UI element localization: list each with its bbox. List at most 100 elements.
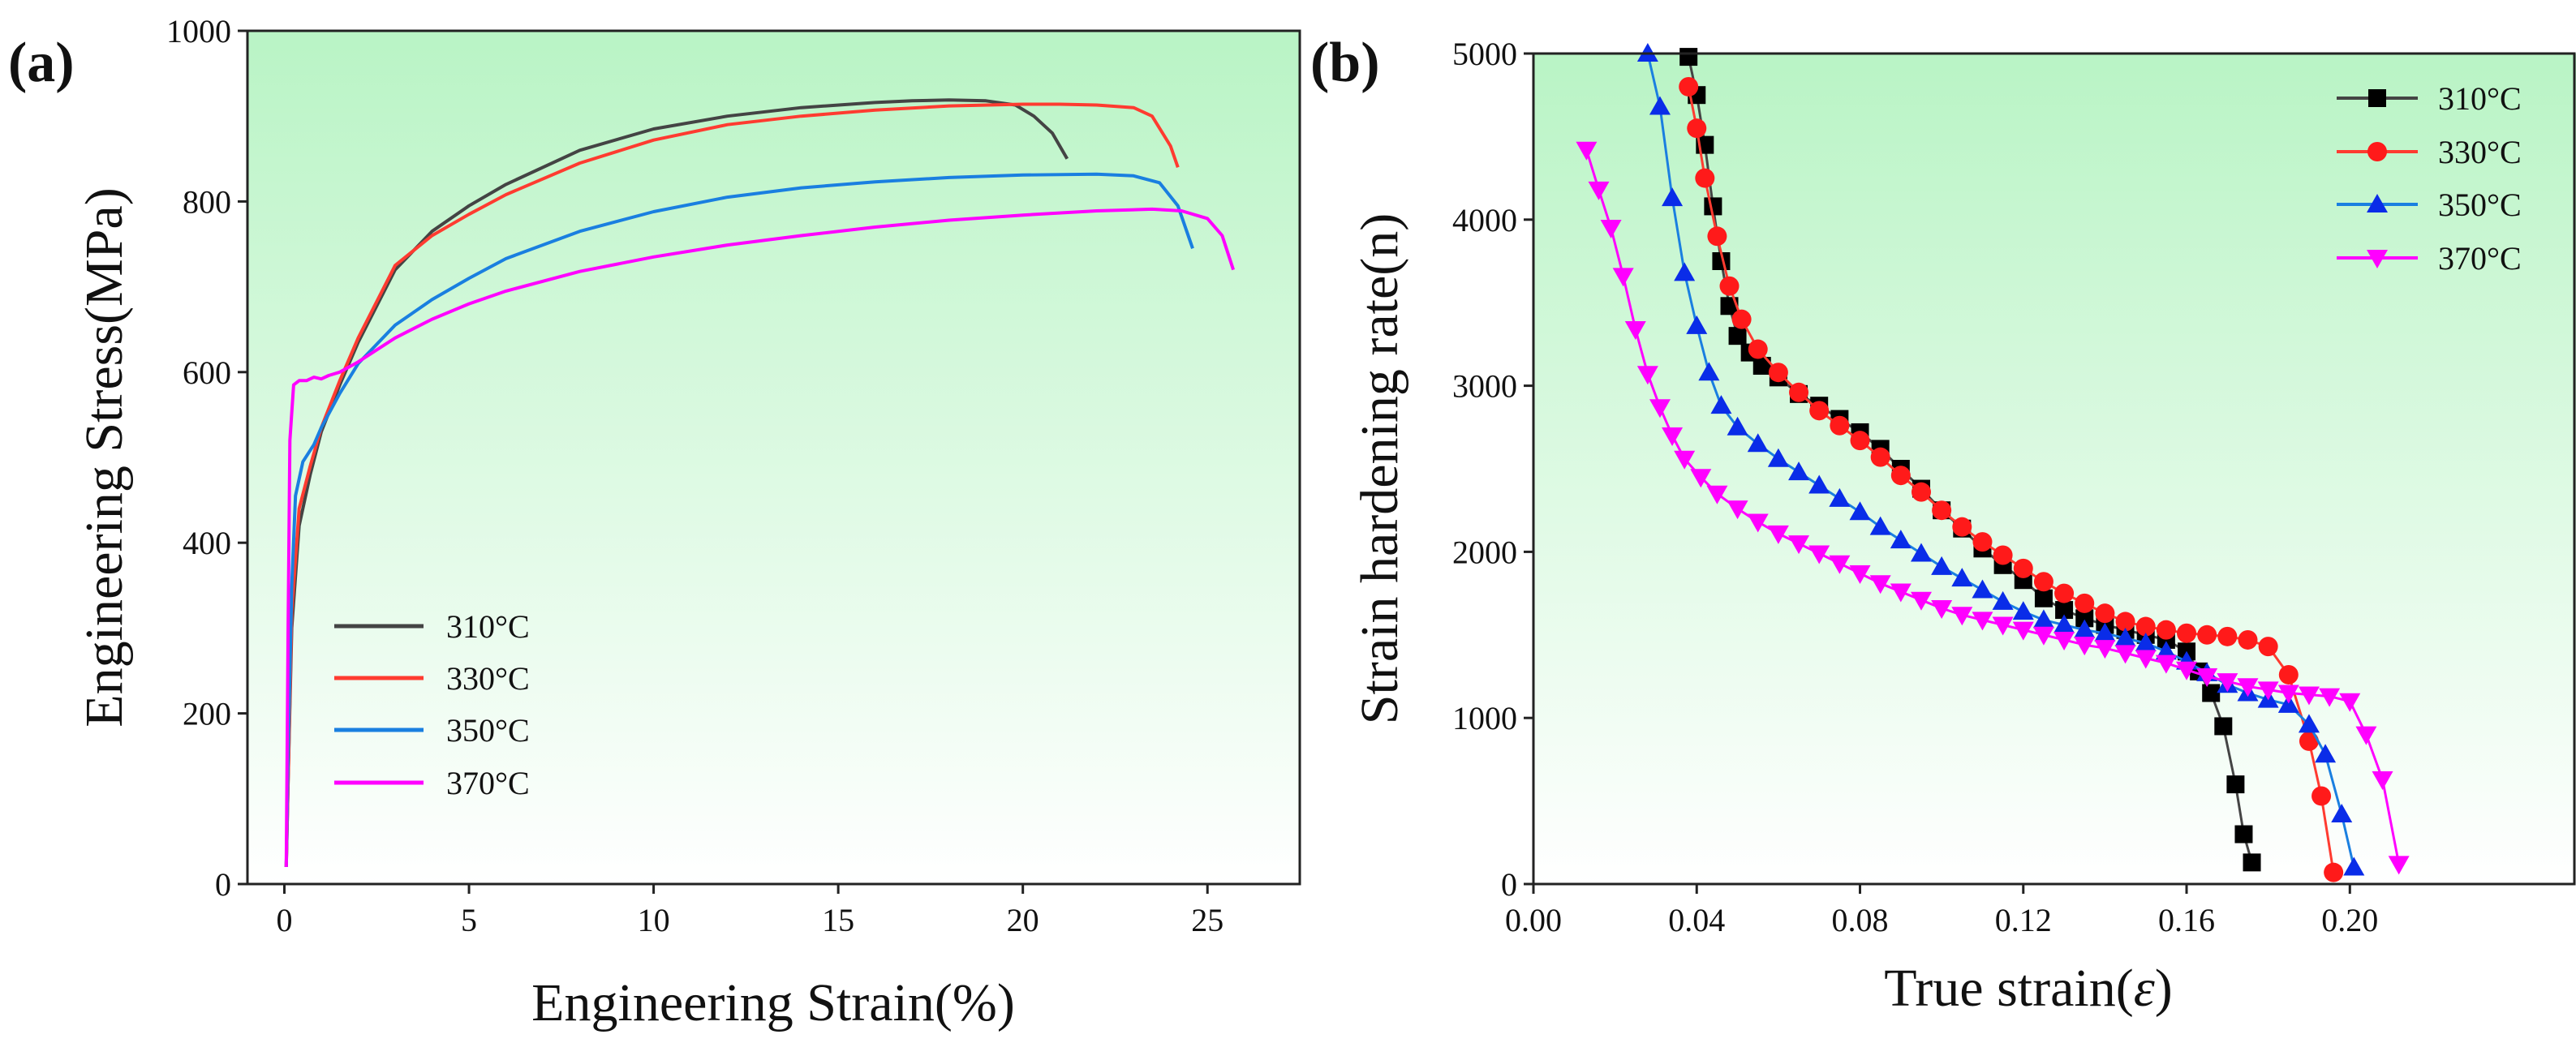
data-point-b-0-35 [2243,853,2261,872]
data-point-b-1-25 [2135,616,2156,637]
data-point-b-3-6 [1649,399,1671,418]
data-point-b-2-10 [1788,461,1810,481]
legend-b-symbol-3 [2367,250,2388,268]
legend-a-item-2: 350°C [334,712,530,749]
panel-a: 0 5 10 15 20 25 0 200 400 600 800 1000 (a) Engineer… [8,13,1301,1032]
data-point-b-2-9 [1767,448,1789,467]
panel-a-ylabel: Engineering Stress(MPa) [75,187,134,727]
data-point-b-3-8 [1674,450,1696,470]
data-point-b-1-16 [1952,517,1972,537]
plot-b-frame [1532,52,2576,886]
data-point-b-3-18 [1869,575,1891,594]
data-point-b-3-40 [2319,688,2341,707]
data-point-b-3-15 [1808,545,1830,564]
data-point-b-2-17 [1931,556,1953,575]
data-point-b-1-22 [2075,593,2095,613]
data-point-b-2-20 [1992,590,2014,610]
legend-b-label-2: 350°C [2438,187,2522,223]
data-point-b-3-25 [2012,621,2034,641]
data-point-b-3-2 [1600,220,1622,239]
data-point-b-1-2 [1695,168,1715,188]
legend-b-item-2: 350°C [2337,187,2522,223]
legend-b: 310°C 330°C 350°C 370°C [2337,80,2522,277]
data-point-b-3-43 [2372,770,2393,790]
data-point-b-1-6 [1748,339,1768,359]
data-point-b-1-8 [1789,382,1809,402]
data-point-b-2-19 [1972,579,1993,599]
data-point-b-1-12 [1870,447,1890,467]
data-point-b-1-19 [2013,558,2033,578]
data-point-b-0-31 [2202,684,2221,702]
x-tick-label-b-0: 0.00 [1505,902,1562,938]
data-point-b-1-24 [2115,612,2135,632]
x-tick-label-a-2: 10 [638,902,670,938]
data-point-b-2-37 [2331,803,2353,822]
x-tick-label-b-3: 0.12 [1995,902,2052,938]
data-point-b-0-8 [1752,357,1771,376]
legend-b-marker-2 [2367,194,2388,212]
data-point-b-1-11 [1850,431,1870,451]
data-point-b-3-44 [2388,856,2410,875]
data-point-b-3-36 [2237,678,2259,697]
panel-a-label: (a) [8,32,75,94]
legend-a-label-2: 350°C [446,712,530,749]
data-point-b-1-1 [1687,118,1707,139]
legend-a-item-3: 370°C [334,765,530,801]
data-point-b-1-15 [1932,500,1952,521]
data-point-b-3-20 [1910,591,1932,611]
data-point-b-2-11 [1808,474,1830,494]
y-tick-label-a-1: 200 [183,696,231,732]
data-point-b-3-31 [2135,650,2157,669]
x-tick-label-a-1: 5 [461,902,477,938]
data-point-b-3-0 [1576,141,1598,161]
y-tick-label-b-5: 5000 [1452,36,1517,72]
data-point-b-3-41 [2339,693,2361,712]
data-point-b-2-26 [2114,627,2136,646]
data-point-b-2-14 [1869,516,1891,535]
data-point-b-1-3 [1707,226,1727,247]
data-point-b-2-3 [1674,262,1696,281]
data-point-b-3-24 [1992,616,2014,636]
data-point-b-3-30 [2114,645,2136,664]
data-point-b-0-34 [2234,825,2253,843]
data-point-b-1-18 [1993,545,2013,565]
data-point-b-0-3 [1704,197,1722,216]
data-point-b-2-36 [2315,744,2337,763]
data-point-b-3-13 [1767,525,1789,544]
data-point-b-3-1 [1588,181,1610,200]
panel-b: 0.00 0.04 0.08 0.12 0.16 0.20 0 1000 2000 3000 400… [1310,32,2576,1018]
y-tick-label-b-4: 4000 [1452,202,1517,238]
data-point-b-1-4 [1719,276,1740,296]
data-point-b-3-23 [1972,612,1993,631]
data-point-b-2-22 [2032,609,2054,629]
data-point-b-3-4 [1624,320,1646,340]
data-point-b-3-16 [1829,555,1851,574]
data-point-b-3-17 [1849,565,1871,585]
data-point-b-2-16 [1910,543,1932,562]
plot-a-frame [246,29,1301,886]
legend-a: 310°C 330°C 350°C 370°C [334,608,530,801]
data-point-b-2-7 [1727,416,1748,436]
y-tick-label-a-4: 800 [183,183,231,220]
legend-b-item-1: 330°C [2337,134,2522,170]
legend-a-label-3: 370°C [446,765,530,801]
y-tick-label-b-3: 3000 [1452,368,1517,405]
data-point-b-3-9 [1690,469,1712,488]
data-point-b-2-6 [1710,395,1732,414]
data-point-b-2-25 [2094,622,2116,642]
data-point-b-3-26 [2032,626,2054,646]
legend-b-symbol-2 [2367,194,2388,212]
y-tick-label-b-0: 0 [1501,866,1517,903]
ticks-a: 0 5 10 15 20 25 0 200 400 600 800 1000 [166,13,1223,938]
data-point-b-0-32 [2214,717,2233,736]
data-point-b-1-17 [1972,532,1993,552]
data-point-b-3-35 [2217,673,2238,693]
data-point-b-1-10 [1830,415,1850,436]
data-point-b-2-15 [1890,530,1912,549]
legend-a-item-1: 330°C [334,660,530,697]
y-tick-label-b-1: 1000 [1452,700,1517,736]
x-tick-label-b-2: 0.08 [1832,902,1889,938]
panel-b-ylabel: Strain hardening rate(n) [1350,213,1409,724]
legend-b-marker-1 [2367,142,2387,161]
